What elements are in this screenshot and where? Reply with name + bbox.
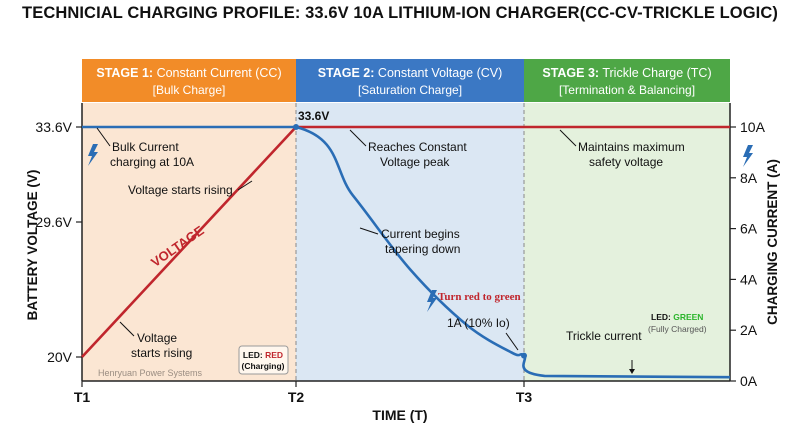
- bulk-current-note: Bulk Current: [112, 140, 179, 154]
- voltage-rising-note-bottom: Voltage: [137, 331, 177, 345]
- left-tick-label: 29.6V: [35, 214, 72, 230]
- right-tick-label: 10A: [740, 119, 766, 135]
- right-tick-label: 6A: [740, 221, 758, 237]
- left-tick-label: 20V: [47, 349, 73, 365]
- bulk-current-note-line2: charging at 10A: [110, 155, 194, 169]
- series-layer: [81, 124, 731, 379]
- chart-title: TECHNICIAL CHARGING PROFILE: 33.6V 10A L…: [22, 4, 778, 22]
- one-amp-note: 1A (10% Io): [447, 316, 510, 330]
- voltage-rising-note-bottom-line2: starts rising: [131, 346, 192, 360]
- right-tick-label: 4A: [740, 271, 758, 287]
- voltage-series-line: [81, 125, 730, 358]
- reaches-peak-note-line2: Voltage peak: [380, 155, 450, 169]
- led-green-label: LED: GREEN: [651, 312, 703, 322]
- x-axis-ticks: T1 T2 T3: [74, 381, 533, 405]
- stage2-background: [296, 103, 524, 381]
- bolt-icon: [427, 290, 437, 312]
- led-red-label: LED: RED: [243, 350, 283, 360]
- taper-note: Current begins: [381, 227, 460, 241]
- stage1-title: STAGE 1: Constant Current (CC): [96, 66, 281, 80]
- left-tick-label: 33.6V: [35, 119, 72, 135]
- current-peak-marker: [293, 124, 299, 130]
- x-axis-label: TIME (T): [372, 407, 427, 423]
- vrising-top-arrow: [237, 180, 253, 191]
- turn-red-to-green-note: Turn red to green: [438, 291, 521, 303]
- left-axis-label: BATTERY VOLTAGE (V): [25, 170, 40, 321]
- stage3-title: STAGE 3: Trickle Charge (TC): [542, 66, 711, 80]
- right-tick-label: 0A: [740, 373, 758, 389]
- x-tick-label: T2: [288, 389, 305, 405]
- stage3-header: [524, 59, 730, 102]
- maintains-note-line2: safety voltage: [589, 155, 663, 169]
- reaches-peak-note: Reaches Constant: [368, 140, 467, 154]
- right-axis-label: CHARGING CURRENT (A): [765, 159, 780, 325]
- right-axis-ticks: 10A 8A 6A 4A 2A 0A: [730, 119, 766, 389]
- led-red-box: [238, 345, 289, 375]
- bolt-icon: [88, 144, 98, 166]
- vrising-bottom-arrow: [119, 321, 135, 337]
- stage2-subtitle: [Saturation Charge]: [358, 83, 462, 97]
- reaches-arrow: [349, 129, 367, 147]
- bulk-arrow: [96, 127, 111, 147]
- taper-arrow: [359, 227, 379, 235]
- stage3-subtitle: [Termination & Balancing]: [559, 83, 695, 97]
- x-tick-label: T1: [74, 389, 91, 405]
- bolt-icon: [743, 145, 753, 167]
- x-tick-label: T3: [516, 389, 533, 405]
- left-axis-ticks: 33.6V 29.6V 20V: [35, 119, 82, 365]
- led-green-state: (Fully Charged): [648, 324, 707, 334]
- taper-note-line2: tapering down: [385, 242, 460, 256]
- stage3-background: [524, 103, 730, 381]
- stage1-header: [82, 59, 296, 102]
- trickle-current-note: Trickle current: [566, 329, 642, 343]
- watermark: Henryuan Power Systems: [98, 368, 203, 378]
- stage2-title: STAGE 2: Constant Voltage (CV): [318, 66, 503, 80]
- right-tick-label: 8A: [740, 170, 758, 186]
- stage1-subtitle: [Bulk Charge]: [153, 83, 226, 97]
- right-tick-label: 2A: [740, 322, 758, 338]
- maintains-note: Maintains maximum: [578, 140, 685, 154]
- one-amp-marker: [521, 352, 527, 359]
- maintains-arrow: [559, 129, 577, 147]
- trickle-arrowhead: [629, 369, 635, 374]
- one-amp-arrow: [505, 332, 519, 351]
- stage2-header: [296, 59, 524, 102]
- voltage-rising-note-top: Voltage starts rising: [128, 183, 233, 197]
- led-red-state: (Charging): [242, 361, 285, 371]
- peak-voltage-label: 33.6V: [298, 109, 329, 123]
